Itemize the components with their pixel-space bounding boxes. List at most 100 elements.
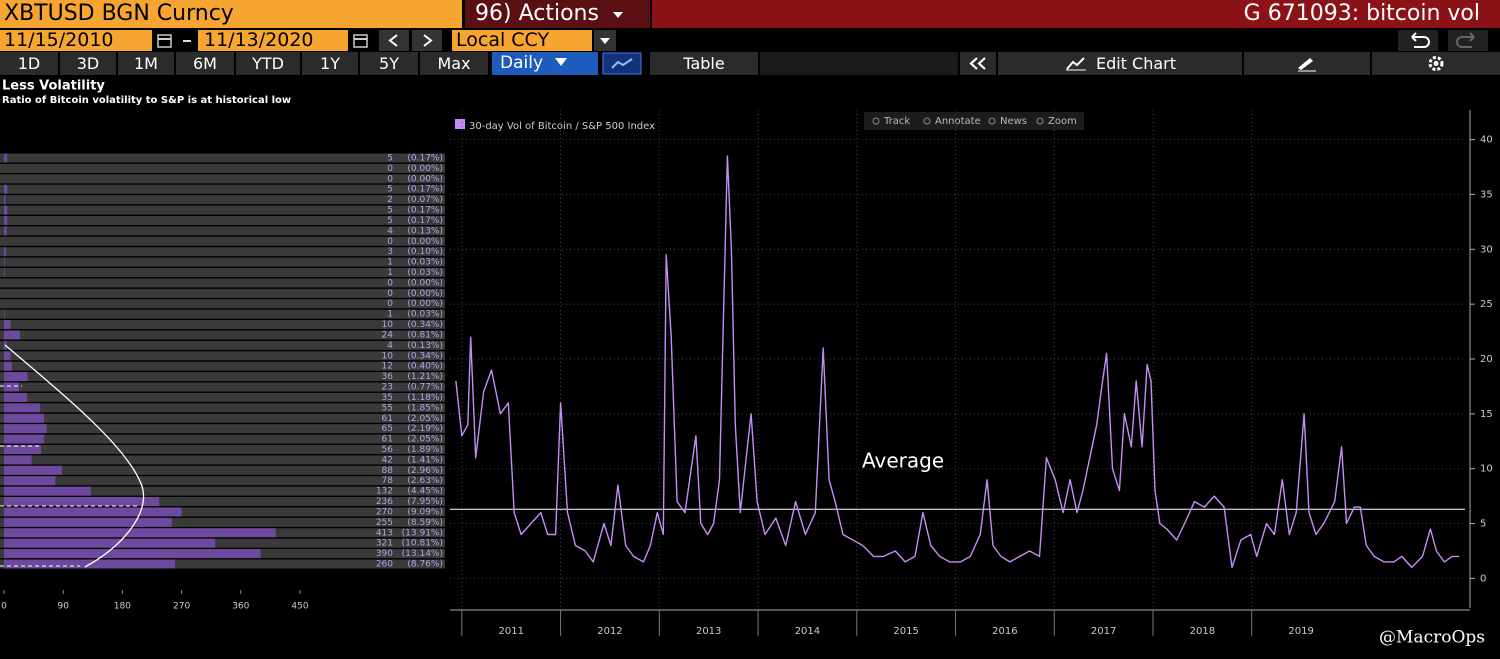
chart-tool: Annotate	[935, 116, 981, 127]
bar	[4, 476, 56, 486]
share-label: (2.19%)	[407, 424, 443, 434]
currency-dropdown[interactable]	[594, 30, 616, 51]
share-label: (8.59%)	[407, 518, 443, 528]
period-button[interactable]: 6M	[176, 52, 234, 75]
chart-tool: Zoom	[1048, 116, 1077, 127]
period-button[interactable]: YTD	[236, 52, 300, 75]
share-label: (10.81%)	[402, 539, 443, 549]
panel-title: Less Volatility	[2, 79, 105, 94]
bar	[4, 205, 8, 215]
bar	[4, 528, 276, 538]
x-tick-label: 90	[57, 602, 69, 612]
start-date[interactable]: 11/15/2010	[0, 30, 152, 51]
share-label: (0.00%)	[407, 278, 443, 288]
row-background	[0, 309, 445, 319]
share-label: (0.34%)	[407, 351, 443, 361]
count-label: 1	[387, 268, 393, 278]
count-label: 1	[387, 258, 393, 268]
frequency-dropdown[interactable]: Daily	[492, 52, 598, 75]
bar	[4, 372, 28, 382]
currency-field[interactable]: Local CCY	[452, 30, 592, 51]
row-background	[0, 465, 445, 475]
redo-button[interactable]	[1448, 30, 1488, 51]
share-label: (0.03%)	[407, 310, 443, 320]
frequency-label: Daily	[500, 53, 544, 73]
share-label: (13.91%)	[402, 528, 443, 538]
count-label: 5	[387, 206, 393, 216]
tool-icon	[872, 117, 880, 125]
share-label: (0.13%)	[407, 341, 443, 351]
collapse-button[interactable]	[960, 52, 996, 75]
watermark: @MacroOps	[1379, 628, 1485, 648]
settings-button[interactable]	[1372, 52, 1500, 75]
row-background	[0, 476, 445, 486]
tool-icon	[1036, 117, 1044, 125]
row-background	[0, 205, 445, 215]
bar	[4, 268, 5, 278]
count-label: 1	[387, 310, 393, 320]
share-label: (0.81%)	[407, 330, 443, 340]
count-label: 55	[382, 403, 393, 413]
share-label: (1.21%)	[407, 372, 443, 382]
row-background	[0, 288, 445, 298]
share-label: (0.17%)	[407, 185, 443, 195]
date-separator	[181, 30, 195, 51]
actions-menu[interactable]: 96) Actions	[465, 0, 650, 28]
row-background	[0, 268, 445, 278]
dash	[183, 40, 191, 42]
prev-button[interactable]	[379, 30, 409, 51]
y-tick-label: 35	[1480, 189, 1493, 200]
period-button[interactable]: 3D	[60, 52, 116, 75]
bar	[4, 309, 5, 319]
x-tick-label: 2019	[1288, 626, 1313, 637]
period-button[interactable]: 1M	[118, 52, 174, 75]
tool-icon	[923, 117, 931, 125]
period-button[interactable]: 1Y	[302, 52, 358, 75]
line-chart-toggle[interactable]	[602, 52, 642, 75]
edit-chart-button[interactable]: Edit Chart	[998, 52, 1242, 75]
count-label: 61	[382, 435, 393, 445]
row-background	[0, 424, 445, 434]
bar	[4, 184, 8, 194]
share-label: (0.00%)	[407, 164, 443, 174]
share-label: (0.00%)	[407, 174, 443, 184]
share-label: (1.89%)	[407, 445, 443, 455]
bar	[4, 517, 172, 527]
share-label: (7.95%)	[407, 497, 443, 507]
tool-icon	[988, 117, 996, 125]
calendar-icon[interactable]	[351, 31, 371, 51]
bar	[4, 226, 7, 236]
annotate-button[interactable]	[1244, 52, 1370, 75]
x-tick-label: 2015	[893, 626, 918, 637]
count-label: 35	[382, 393, 393, 403]
share-label: (2.05%)	[407, 414, 443, 424]
count-label: 0	[387, 289, 393, 299]
period-button[interactable]: Max	[420, 52, 488, 75]
row-background	[0, 413, 445, 423]
bar	[4, 413, 45, 423]
share-label: (4.45%)	[407, 487, 443, 497]
row-background	[0, 403, 445, 413]
count-label: 56	[382, 445, 394, 455]
chart-tools-bar	[864, 112, 1084, 130]
next-button[interactable]	[412, 30, 442, 51]
share-label: (0.17%)	[407, 206, 443, 216]
x-tick-label: 2011	[498, 626, 523, 637]
undo-button[interactable]	[1398, 30, 1438, 51]
table-button[interactable]: Table	[650, 52, 758, 75]
end-date[interactable]: 11/13/2020	[198, 30, 348, 51]
calendar-icon[interactable]	[155, 31, 175, 51]
count-label: 260	[376, 560, 393, 570]
bar	[4, 382, 20, 392]
bar	[4, 247, 6, 257]
x-tick-label: 0	[1, 602, 7, 612]
share-label: (1.41%)	[407, 455, 443, 465]
dropdown-arrow	[612, 12, 623, 18]
security-field[interactable]: XBTUSD BGN Curncy	[0, 0, 462, 28]
chart-tool: Track	[883, 116, 910, 127]
share-label: (2.63%)	[407, 476, 443, 486]
share-label: (8.76%)	[407, 560, 443, 570]
share-label: (0.07%)	[407, 195, 443, 205]
period-button[interactable]: 5Y	[360, 52, 418, 75]
period-button[interactable]: 1D	[0, 52, 58, 75]
